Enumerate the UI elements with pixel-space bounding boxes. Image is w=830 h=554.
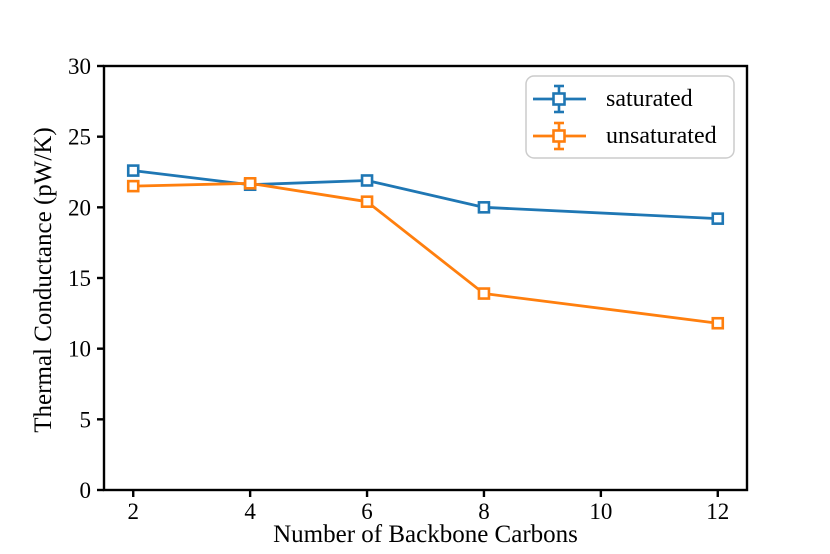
data-point-marker-saturated (477, 201, 491, 214)
data-point-marker-unsaturated (243, 177, 257, 190)
data-point-marker-unsaturated (477, 287, 491, 300)
axes-frame (102, 64, 749, 492)
x-axis-title: Number of Backbone Carbons (273, 521, 578, 548)
legend-label-unsaturated: unsaturated (606, 123, 717, 149)
series-line-unsaturated (133, 181, 718, 325)
data-point-marker-saturated (126, 164, 140, 177)
legend-marker-icon (552, 129, 566, 143)
data-point-marker-unsaturated (711, 316, 725, 330)
y-tick-label: 10 (68, 337, 91, 362)
series-line-saturated (133, 169, 718, 221)
x-tick-label: 2 (127, 499, 139, 524)
x-tick-label: 8 (478, 499, 490, 524)
x-tick-label: 4 (244, 499, 256, 524)
legend-box (525, 75, 735, 159)
y-axis-title: Thermal Conductance (pW/K) (30, 127, 57, 433)
y-tick-label: 0 (80, 478, 92, 503)
x-tick-label: 12 (706, 499, 729, 524)
y-tick-label: 30 (68, 54, 91, 79)
data-point-marker-unsaturated (360, 195, 374, 208)
y-tick-label: 25 (68, 125, 91, 150)
data-point-marker-saturated (711, 212, 725, 225)
data-point-marker-saturated (360, 174, 374, 187)
legend-label-saturated: saturated (606, 86, 693, 112)
y-tick-label: 15 (68, 266, 91, 291)
data-point-marker-unsaturated (126, 179, 140, 193)
x-tick-label: 10 (589, 499, 612, 524)
legend-marker-icon (552, 92, 566, 106)
y-tick-label: 5 (80, 407, 92, 432)
x-tick-label: 6 (361, 499, 373, 524)
y-tick-label: 20 (68, 195, 91, 220)
